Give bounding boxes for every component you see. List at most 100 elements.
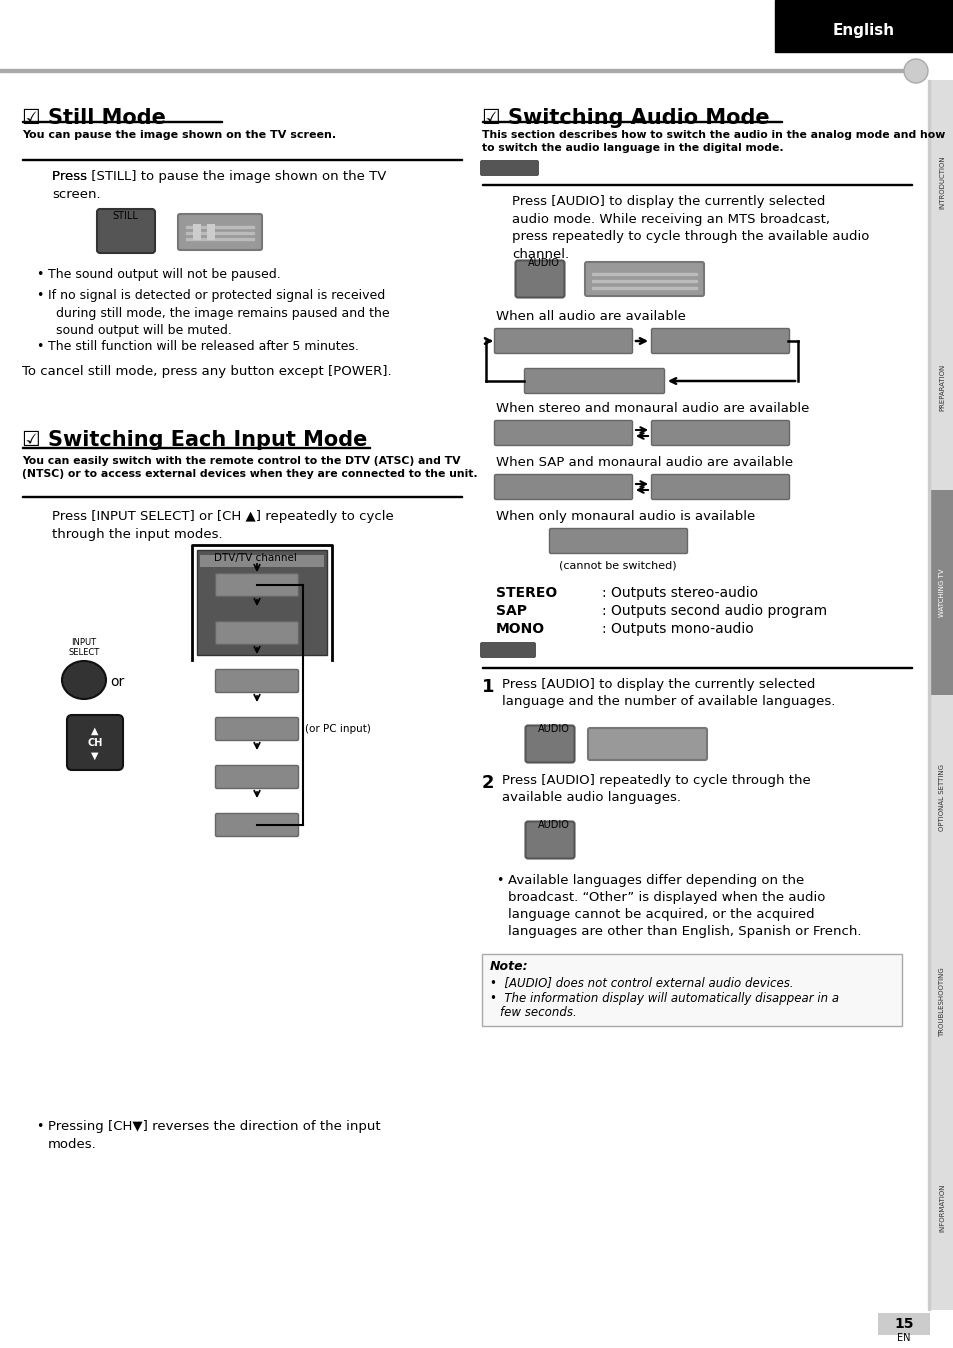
Text: Press [STILL] to pause the image shown on the TV
screen.: Press [STILL] to pause the image shown o… xyxy=(52,170,386,201)
Bar xyxy=(481,183,911,185)
FancyBboxPatch shape xyxy=(515,260,564,298)
Text: •: • xyxy=(496,874,503,887)
Text: •  [AUDIO] does not control external audio devices.: • [AUDIO] does not control external audi… xyxy=(490,976,793,989)
FancyBboxPatch shape xyxy=(494,421,632,445)
Text: Note:: Note: xyxy=(490,960,528,973)
Text: The sound output will not be paused.: The sound output will not be paused. xyxy=(48,268,280,280)
Bar xyxy=(22,120,222,123)
Text: ☑ Switching Each Input Mode: ☑ Switching Each Input Mode xyxy=(22,430,367,450)
Bar xyxy=(186,239,253,240)
Text: INTRODUCTION: INTRODUCTION xyxy=(938,155,944,209)
Bar xyxy=(207,224,214,240)
FancyBboxPatch shape xyxy=(651,421,789,445)
Text: When only monaural audio is available: When only monaural audio is available xyxy=(496,510,755,523)
Text: English: English xyxy=(832,23,894,38)
Bar xyxy=(0,69,911,71)
Text: 1: 1 xyxy=(481,678,494,696)
FancyBboxPatch shape xyxy=(67,714,123,770)
Bar xyxy=(193,224,201,240)
Bar xyxy=(929,491,953,696)
Text: 2: 2 xyxy=(481,774,494,793)
Bar xyxy=(592,274,697,275)
Text: SAP: SAP xyxy=(496,604,526,617)
Text: PREPARATION: PREPARATION xyxy=(938,364,944,411)
Text: Press [INPUT SELECT] or [CH ▲] repeatedly to cycle
through the input modes.: Press [INPUT SELECT] or [CH ▲] repeatedl… xyxy=(52,510,394,541)
Text: ☑ Still Mode: ☑ Still Mode xyxy=(22,108,166,128)
Text: WATCHING TV: WATCHING TV xyxy=(938,569,944,617)
Text: AUDIO: AUDIO xyxy=(537,724,569,735)
Bar xyxy=(929,284,953,491)
Bar xyxy=(186,226,253,228)
Text: You can easily switch with the remote control to the DTV (ATSC) and TV
(NTSC) or: You can easily switch with the remote co… xyxy=(22,456,477,479)
FancyBboxPatch shape xyxy=(479,160,538,177)
Text: When SAP and monaural audio are available: When SAP and monaural audio are availabl… xyxy=(496,456,792,469)
FancyBboxPatch shape xyxy=(525,821,574,859)
Bar xyxy=(774,0,953,53)
FancyBboxPatch shape xyxy=(524,368,664,394)
Text: If no signal is detected or protected signal is received
  during still mode, th: If no signal is detected or protected si… xyxy=(48,288,389,337)
FancyBboxPatch shape xyxy=(584,262,703,297)
Bar xyxy=(592,287,697,288)
FancyBboxPatch shape xyxy=(215,670,298,693)
Text: Available languages differ depending on the
broadcast. “Other” is displayed when: Available languages differ depending on … xyxy=(507,874,861,938)
Text: 15: 15 xyxy=(893,1317,913,1330)
Bar xyxy=(929,696,953,900)
Ellipse shape xyxy=(62,661,106,700)
Text: INPUT
SELECT: INPUT SELECT xyxy=(69,638,99,658)
FancyBboxPatch shape xyxy=(215,573,298,597)
Bar xyxy=(481,954,901,1026)
Text: The still function will be released after 5 minutes.: The still function will be released afte… xyxy=(48,340,358,353)
Text: TROUBLESHOOTING: TROUBLESHOOTING xyxy=(938,968,944,1038)
Bar xyxy=(929,900,953,1105)
Text: Press: Press xyxy=(52,170,91,183)
Text: Press [AUDIO] to display the currently selected
language and the number of avail: Press [AUDIO] to display the currently s… xyxy=(501,678,835,709)
Text: OPTIONAL SETTING: OPTIONAL SETTING xyxy=(938,764,944,830)
Text: STEREO: STEREO xyxy=(496,586,557,600)
FancyBboxPatch shape xyxy=(651,329,789,353)
Text: •: • xyxy=(36,268,43,280)
Bar xyxy=(481,120,781,123)
Circle shape xyxy=(903,59,927,84)
Text: When all audio are available: When all audio are available xyxy=(496,310,685,324)
Text: : Outputs stereo-audio: : Outputs stereo-audio xyxy=(601,586,758,600)
Text: •: • xyxy=(36,340,43,353)
Text: : Outputs second audio program: : Outputs second audio program xyxy=(601,604,826,617)
Text: Pressing [CH▼] reverses the direction of the input
modes.: Pressing [CH▼] reverses the direction of… xyxy=(48,1120,380,1150)
FancyBboxPatch shape xyxy=(494,474,632,500)
Text: Press [AUDIO] to display the currently selected
audio mode. While receiving an M: Press [AUDIO] to display the currently s… xyxy=(512,195,868,260)
Text: EN: EN xyxy=(897,1333,910,1343)
Bar xyxy=(929,80,953,284)
Bar xyxy=(186,232,253,235)
Text: MONO: MONO xyxy=(496,621,544,636)
Bar xyxy=(877,1313,929,1335)
Bar xyxy=(196,550,327,655)
Bar xyxy=(481,666,911,669)
Text: •: • xyxy=(36,1120,43,1134)
Text: (cannot be switched): (cannot be switched) xyxy=(558,559,676,570)
FancyBboxPatch shape xyxy=(215,717,298,740)
Text: or: or xyxy=(110,675,124,689)
FancyBboxPatch shape xyxy=(479,642,536,658)
Bar xyxy=(929,1105,953,1310)
FancyBboxPatch shape xyxy=(215,813,298,837)
Text: Press [AUDIO] repeatedly to cycle through the
available audio languages.: Press [AUDIO] repeatedly to cycle throug… xyxy=(501,774,810,805)
Text: : Outputs mono-audio: : Outputs mono-audio xyxy=(601,621,753,636)
Bar xyxy=(22,496,461,497)
Text: •: • xyxy=(36,288,43,302)
Bar xyxy=(927,80,929,1310)
FancyBboxPatch shape xyxy=(525,725,574,763)
Text: •  The information display will automatically disappear in a: • The information display will automatic… xyxy=(490,992,839,1006)
Bar xyxy=(592,280,697,282)
Text: few seconds.: few seconds. xyxy=(499,1006,577,1019)
Text: STILL: STILL xyxy=(112,212,138,221)
FancyBboxPatch shape xyxy=(97,209,154,253)
Text: To cancel still mode, press any button except [POWER].: To cancel still mode, press any button e… xyxy=(22,365,392,377)
Text: INFORMATION: INFORMATION xyxy=(938,1184,944,1232)
FancyBboxPatch shape xyxy=(178,214,262,249)
FancyBboxPatch shape xyxy=(549,528,687,554)
Bar xyxy=(22,159,461,160)
Bar xyxy=(22,446,370,448)
Text: AUDIO: AUDIO xyxy=(537,820,569,830)
FancyBboxPatch shape xyxy=(494,329,632,353)
FancyBboxPatch shape xyxy=(215,766,298,789)
